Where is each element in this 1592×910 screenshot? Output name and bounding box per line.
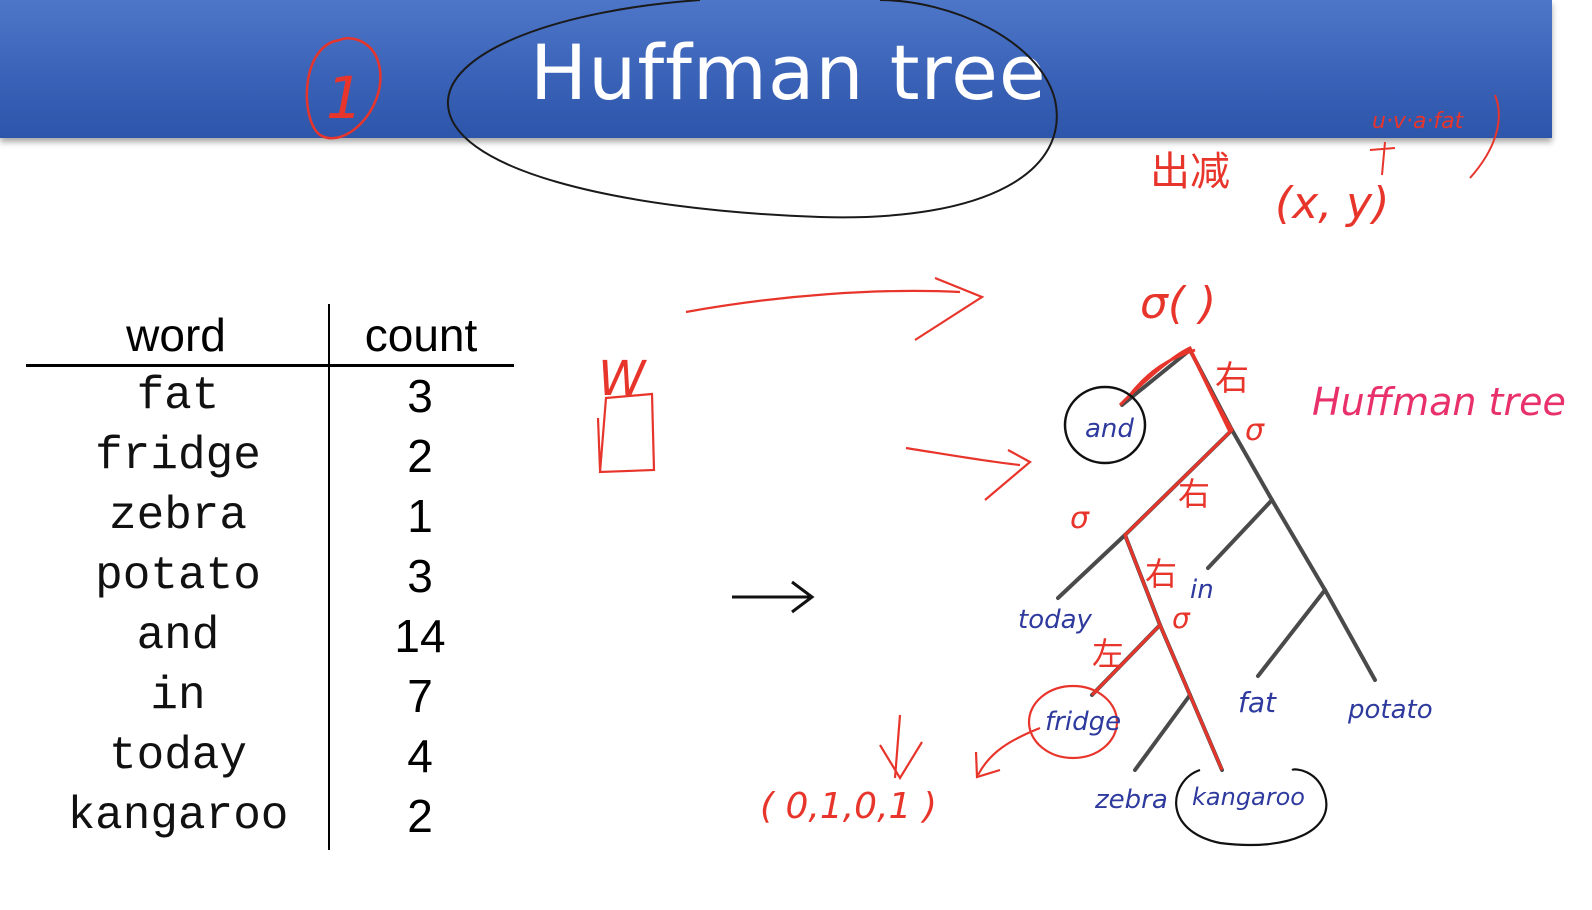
sigma-label: σ( ) <box>1140 278 1216 329</box>
table-row: today 4 <box>26 726 516 786</box>
title-ellipse <box>446 0 1058 219</box>
leaf-fat: fat <box>1238 686 1277 719</box>
leaf-kangaroo: kangaroo <box>1192 783 1305 811</box>
number-circle <box>305 37 382 140</box>
sigma-mark-2: σ <box>1070 501 1090 536</box>
leaf-today: today <box>1018 605 1093 635</box>
arrow-middle <box>905 446 1032 501</box>
cell-word: fat <box>136 370 220 422</box>
header-word: word <box>126 309 226 361</box>
kangaroo-circle <box>1175 768 1328 847</box>
header-divider <box>26 364 514 367</box>
column-divider <box>328 304 330 850</box>
leaf-in: in <box>1190 575 1214 605</box>
cell-word: potato <box>95 550 261 602</box>
table-row: fridge 2 <box>26 426 516 486</box>
right-char-3: 右 <box>1145 555 1177 593</box>
cell-count: 3 <box>407 370 433 422</box>
table-row: fat 3 <box>26 366 516 426</box>
arrow-top <box>685 276 985 341</box>
slide-title: Huffman tree <box>530 28 1047 117</box>
cell-count: 4 <box>407 730 433 782</box>
header-count: count <box>364 309 478 361</box>
top-right-label: u·v·a·fat <box>1372 109 1465 134</box>
w-box <box>596 392 656 474</box>
top-right-arrow <box>1369 94 1500 179</box>
table-row: kangaroo 2 <box>26 786 516 846</box>
word-count-table: word count fat 3 fridge 2 zebra 1 potato… <box>26 300 516 860</box>
left-char: 左 <box>1092 635 1124 673</box>
fridge-circle <box>1027 684 1119 760</box>
arrow-icon <box>732 580 815 614</box>
leaf-zebra: zebra <box>1094 785 1168 815</box>
table-row: potato 3 <box>26 546 516 606</box>
cell-count: 2 <box>407 430 433 482</box>
cell-word: fridge <box>95 430 261 482</box>
title-banner <box>0 0 1552 138</box>
table-row: in 7 <box>26 666 516 726</box>
leaf-fridge: fridge <box>1045 707 1121 737</box>
cell-word: and <box>136 610 220 662</box>
circled-number: 1 <box>326 64 363 132</box>
code-label: ( 0,1,0,1 ) <box>760 786 937 827</box>
code-check <box>879 714 923 781</box>
xy-label: (x, y) <box>1275 178 1389 229</box>
sigma-mark-3: σ <box>1172 602 1191 635</box>
cell-count: 7 <box>407 670 433 722</box>
right-char-2: 右 <box>1178 475 1210 513</box>
huffman-label: Huffman tree <box>1312 380 1566 424</box>
leaf-potato: potato <box>1347 695 1433 725</box>
right-char-1: 右 <box>1215 359 1249 399</box>
code-arrow <box>974 726 1041 779</box>
cell-count: 2 <box>407 790 433 842</box>
cell-count: 14 <box>394 610 446 662</box>
cell-word: kangaroo <box>67 790 289 842</box>
cell-word: zebra <box>108 490 248 542</box>
cell-count: 3 <box>407 550 433 602</box>
sigma-mark-1: σ <box>1245 413 1265 448</box>
top-right-chars: 出减 <box>1150 149 1230 195</box>
cell-count: 1 <box>407 490 433 542</box>
highlight-path <box>1090 345 1234 771</box>
cell-word: in <box>150 670 206 722</box>
and-circle <box>1063 385 1147 465</box>
table-row: and 14 <box>26 606 516 666</box>
cell-word: today <box>108 730 248 782</box>
table-row: zebra 1 <box>26 486 516 546</box>
leaf-and: and <box>1085 414 1134 444</box>
